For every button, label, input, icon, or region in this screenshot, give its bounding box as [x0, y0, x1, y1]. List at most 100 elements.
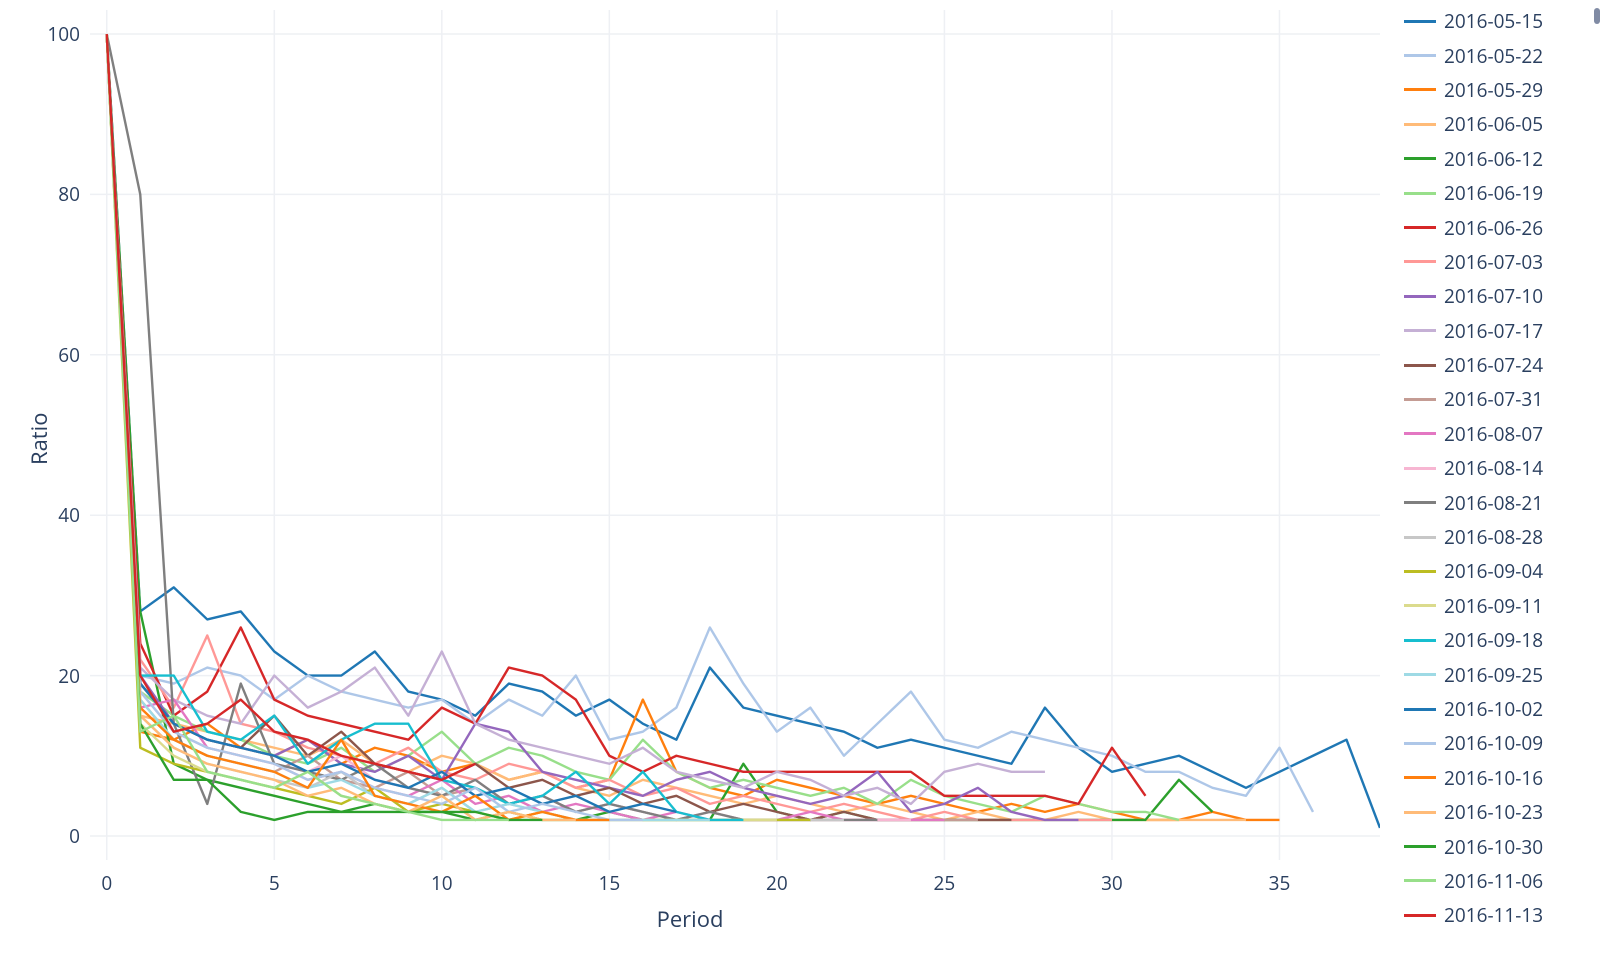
legend-label: 2016-10-09 — [1444, 730, 1543, 756]
legend-item[interactable]: 2016-09-11 — [1404, 589, 1588, 623]
legend-label: 2016-07-31 — [1444, 386, 1543, 412]
legend-item[interactable]: 2016-08-28 — [1404, 520, 1588, 554]
legend-item[interactable]: 2016-09-04 — [1404, 554, 1588, 588]
legend-swatch — [1404, 260, 1436, 263]
legend-item[interactable]: 2016-05-22 — [1404, 38, 1588, 72]
legend[interactable]: 2016-05-15 2016-05-22 2016-05-29 2016-06-05… — [1404, 4, 1600, 960]
legend-swatch — [1404, 20, 1436, 23]
legend-item[interactable]: 2016-09-18 — [1404, 623, 1588, 657]
legend-item[interactable]: 2016-11-06 — [1404, 864, 1588, 898]
legend-item[interactable]: 2016-06-26 — [1404, 210, 1588, 244]
legend-label: 2016-08-28 — [1444, 524, 1543, 550]
legend-label: 2016-06-19 — [1444, 180, 1543, 206]
series-line[interactable] — [107, 34, 878, 820]
y-axis-label: Ratio — [24, 413, 54, 465]
legend-swatch — [1404, 364, 1436, 367]
legend-swatch — [1404, 501, 1436, 504]
legend-swatch — [1404, 432, 1436, 435]
legend-label: 2016-07-10 — [1444, 283, 1543, 309]
x-tick: 5 — [269, 870, 280, 896]
legend-item[interactable]: 2016-07-10 — [1404, 279, 1588, 313]
legend-label: 2016-11-13 — [1444, 902, 1543, 928]
legend-swatch — [1404, 776, 1436, 779]
series-line[interactable] — [107, 34, 610, 820]
legend-item[interactable]: 2016-10-23 — [1404, 795, 1588, 829]
x-axis-label: Period — [0, 904, 1380, 956]
legend-label: 2016-09-04 — [1444, 558, 1543, 584]
y-tick: 0 — [40, 823, 80, 849]
legend-item[interactable]: 2016-07-31 — [1404, 382, 1588, 416]
x-tick: 25 — [934, 870, 956, 896]
legend-swatch — [1404, 639, 1436, 642]
legend-item[interactable]: 2016-10-09 — [1404, 726, 1588, 760]
y-tick: 20 — [40, 663, 80, 689]
legend-label: 2016-10-02 — [1444, 696, 1543, 722]
legend-swatch — [1404, 845, 1436, 848]
legend-swatch — [1404, 811, 1436, 814]
legend-item[interactable]: 2016-08-07 — [1404, 417, 1588, 451]
legend-label: 2016-05-29 — [1444, 77, 1543, 103]
plot-area[interactable] — [90, 10, 1380, 860]
legend-item[interactable]: 2016-07-03 — [1404, 245, 1588, 279]
legend-item[interactable]: 2016-08-14 — [1404, 451, 1588, 485]
legend-swatch — [1404, 673, 1436, 676]
legend-item[interactable]: 2016-10-02 — [1404, 692, 1588, 726]
legend-swatch — [1404, 192, 1436, 195]
legend-swatch — [1404, 295, 1436, 298]
y-tick: 60 — [40, 342, 80, 368]
legend-label: 2016-05-22 — [1444, 43, 1543, 69]
legend-item[interactable]: 2016-06-12 — [1404, 142, 1588, 176]
legend-swatch — [1404, 226, 1436, 229]
series-line[interactable] — [107, 34, 677, 812]
legend-item[interactable]: 2016-06-05 — [1404, 107, 1588, 141]
legend-swatch — [1404, 54, 1436, 57]
legend-swatch — [1404, 536, 1436, 539]
legend-label: 2016-09-25 — [1444, 662, 1543, 688]
series-line[interactable] — [107, 34, 476, 780]
legend-item[interactable]: 2016-11-13 — [1404, 898, 1588, 932]
legend-item[interactable]: 2016-05-15 — [1404, 4, 1588, 38]
legend-label: 2016-06-05 — [1444, 111, 1543, 137]
legend-label: 2016-05-15 — [1444, 8, 1543, 34]
y-tick: 40 — [40, 502, 80, 528]
legend-label: 2016-07-17 — [1444, 318, 1543, 344]
x-tick: 0 — [101, 870, 112, 896]
legend-item[interactable]: 2016-06-19 — [1404, 176, 1588, 210]
series-line[interactable] — [107, 34, 911, 820]
x-tick: 20 — [766, 870, 788, 896]
series-line[interactable] — [107, 34, 1045, 804]
legend-label: 2016-09-18 — [1444, 627, 1543, 653]
legend-item[interactable]: 2016-10-16 — [1404, 761, 1588, 795]
x-tick: 10 — [431, 870, 453, 896]
series-line[interactable] — [107, 34, 1213, 820]
series-line[interactable] — [107, 34, 643, 820]
series-line[interactable] — [107, 34, 1146, 804]
legend-label: 2016-08-14 — [1444, 455, 1543, 481]
y-tick: 80 — [40, 181, 80, 207]
legend-item[interactable]: 2016-10-30 — [1404, 829, 1588, 863]
legend-item[interactable]: 2016-08-21 — [1404, 485, 1588, 519]
legend-swatch — [1404, 914, 1436, 917]
x-tick: 15 — [598, 870, 620, 896]
legend-scrollbar[interactable] — [1594, 8, 1600, 24]
retention-line-chart: Period Ratio 05101520253035 020406080100… — [0, 0, 1600, 964]
legend-label: 2016-08-07 — [1444, 421, 1543, 447]
y-tick: 100 — [40, 21, 80, 47]
series-line[interactable] — [107, 34, 1079, 820]
legend-label: 2016-08-21 — [1444, 490, 1543, 516]
legend-item[interactable]: 2016-07-17 — [1404, 314, 1588, 348]
legend-item[interactable]: 2016-09-25 — [1404, 657, 1588, 691]
series-line[interactable] — [107, 34, 1313, 812]
legend-label: 2016-06-26 — [1444, 215, 1543, 241]
legend-label: 2016-10-23 — [1444, 799, 1543, 825]
legend-swatch — [1404, 742, 1436, 745]
series-line[interactable] — [107, 34, 710, 820]
series-line[interactable] — [107, 34, 1380, 828]
legend-label: 2016-06-12 — [1444, 146, 1543, 172]
legend-item[interactable]: 2016-05-29 — [1404, 73, 1588, 107]
x-tick: 30 — [1101, 870, 1123, 896]
legend-item[interactable]: 2016-07-24 — [1404, 348, 1588, 382]
series-line[interactable] — [107, 34, 844, 820]
series-line[interactable] — [107, 34, 811, 820]
series-line[interactable] — [107, 34, 744, 820]
